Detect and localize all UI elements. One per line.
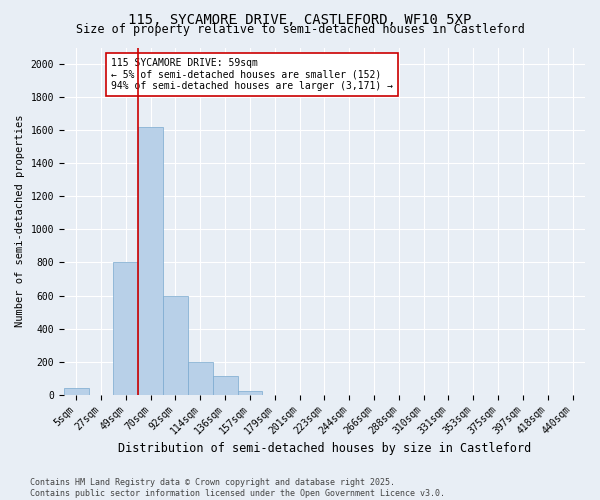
Text: 115 SYCAMORE DRIVE: 59sqm
← 5% of semi-detached houses are smaller (152)
94% of : 115 SYCAMORE DRIVE: 59sqm ← 5% of semi-d… (110, 58, 392, 91)
X-axis label: Distribution of semi-detached houses by size in Castleford: Distribution of semi-detached houses by … (118, 442, 531, 455)
Bar (113, 262, 138, 394)
Text: Size of property relative to semi-detached houses in Castleford: Size of property relative to semi-detach… (76, 22, 524, 36)
Bar (238, 390, 262, 394)
Text: Contains HM Land Registry data © Crown copyright and database right 2025.
Contai: Contains HM Land Registry data © Crown c… (30, 478, 445, 498)
Bar (188, 362, 212, 394)
Bar (64, 388, 89, 394)
Y-axis label: Number of semi-detached properties: Number of semi-detached properties (15, 115, 25, 328)
Bar (212, 376, 238, 394)
Bar (163, 296, 188, 394)
Bar (138, 127, 163, 394)
Text: 115, SYCAMORE DRIVE, CASTLEFORD, WF10 5XP: 115, SYCAMORE DRIVE, CASTLEFORD, WF10 5X… (128, 12, 472, 26)
